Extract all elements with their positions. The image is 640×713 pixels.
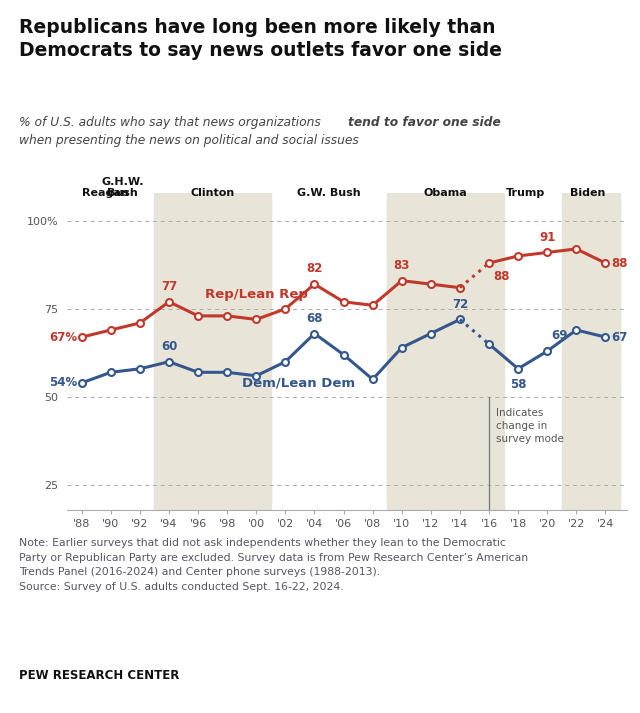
- Text: 83: 83: [394, 259, 410, 272]
- Text: 67: 67: [611, 331, 628, 344]
- Text: Dem/Lean Dem: Dem/Lean Dem: [242, 376, 355, 389]
- Text: 54%: 54%: [49, 376, 77, 389]
- Text: Clinton: Clinton: [191, 188, 235, 198]
- Text: 88: 88: [493, 270, 510, 283]
- Text: Trump: Trump: [506, 188, 545, 198]
- Text: Obama: Obama: [424, 188, 467, 198]
- Text: G.W. Bush: G.W. Bush: [297, 188, 361, 198]
- Bar: [387, 193, 504, 510]
- Bar: [154, 193, 271, 510]
- Text: 91: 91: [539, 230, 556, 244]
- Text: 88: 88: [611, 257, 628, 270]
- Text: 68: 68: [306, 312, 323, 324]
- Text: 77: 77: [161, 280, 177, 293]
- Text: Reagan: Reagan: [82, 188, 129, 198]
- Bar: [562, 193, 620, 510]
- Text: 69: 69: [552, 329, 568, 342]
- Text: 60: 60: [161, 340, 177, 353]
- Text: 82: 82: [307, 262, 323, 275]
- Text: 58: 58: [510, 378, 526, 391]
- Text: Note: Earlier surveys that did not ask independents whether they lean to the Dem: Note: Earlier surveys that did not ask i…: [19, 538, 529, 592]
- Text: G.H.W.
Bush: G.H.W. Bush: [101, 177, 144, 198]
- Text: 67%: 67%: [49, 331, 77, 344]
- Text: PEW RESEARCH CENTER: PEW RESEARCH CENTER: [19, 669, 180, 682]
- Text: Biden: Biden: [570, 188, 605, 198]
- Text: when presenting the news on political and social issues: when presenting the news on political an…: [19, 134, 359, 147]
- Text: 72: 72: [452, 297, 468, 311]
- Text: Republicans have long been more likely than
Democrats to say news outlets favor : Republicans have long been more likely t…: [19, 18, 502, 60]
- Text: tend to favor one side: tend to favor one side: [348, 116, 501, 128]
- Text: % of U.S. adults who say that news organizations: % of U.S. adults who say that news organ…: [19, 116, 325, 128]
- Text: Indicates
change in
survey mode: Indicates change in survey mode: [496, 408, 564, 444]
- Text: Rep/Lean Rep: Rep/Lean Rep: [205, 288, 308, 302]
